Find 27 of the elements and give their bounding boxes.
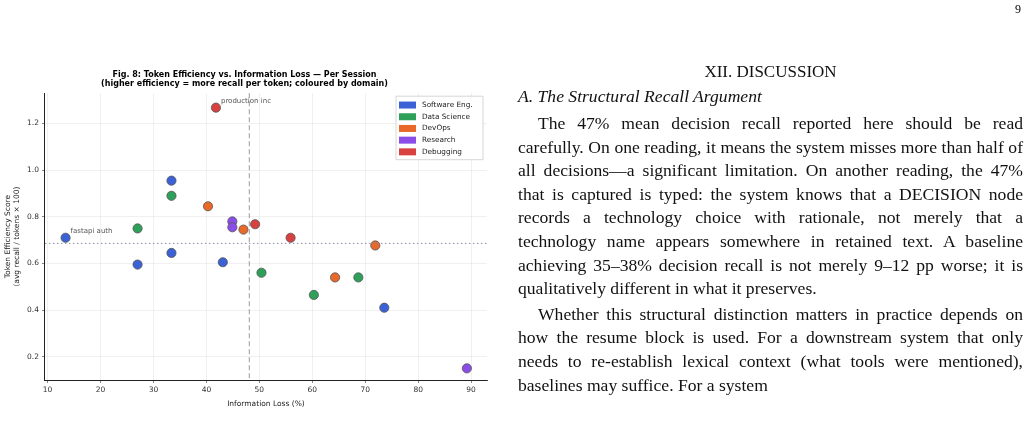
point	[166, 175, 177, 186]
point	[256, 267, 267, 278]
point	[166, 190, 177, 201]
point	[330, 272, 341, 283]
text: XII. DISCUSSION	[703, 62, 838, 82]
text: 9	[1015, 2, 1021, 17]
point	[379, 302, 390, 313]
point	[250, 219, 261, 230]
text: The 47% mean decision recall reported here should be read carefully. On one reading, it means the system misses more than half of all decisions—a significant limitation. On another reading, the 47% that is captured is typed: the system knows that a DECISION node records a technology choice with rationale, not merely that a technology name appears somewhere in retained text. A baseline achieving 35–38% decision recall is not merely 9–12 pp worse; it is qualitatively different in what it preserves.	[518, 112, 1023, 301]
text: A. The Structural Recall Argument	[518, 86, 763, 107]
point	[227, 222, 238, 233]
point	[132, 259, 143, 270]
point	[202, 201, 213, 212]
chart-title: Fig. 8: Token Efficiency vs. Information Loss — Per Session	[112, 69, 377, 79]
point	[285, 232, 296, 243]
point	[238, 224, 249, 235]
point	[217, 257, 228, 268]
chart-subtitle: (higher efficiency = more recall per token; coloured by domain)	[101, 79, 388, 89]
text: Whether this structural distinction matters in practice depends on how the resume block is used. For a downstream system that only needs to re-establish lexical context (what tools were mentioned), baselines may suffice. For a system	[518, 302, 1023, 397]
point	[461, 363, 472, 374]
point	[210, 102, 221, 113]
point	[308, 289, 319, 300]
point	[166, 247, 177, 258]
point	[370, 240, 381, 251]
point	[60, 232, 71, 243]
point	[132, 223, 143, 234]
point	[353, 272, 364, 283]
